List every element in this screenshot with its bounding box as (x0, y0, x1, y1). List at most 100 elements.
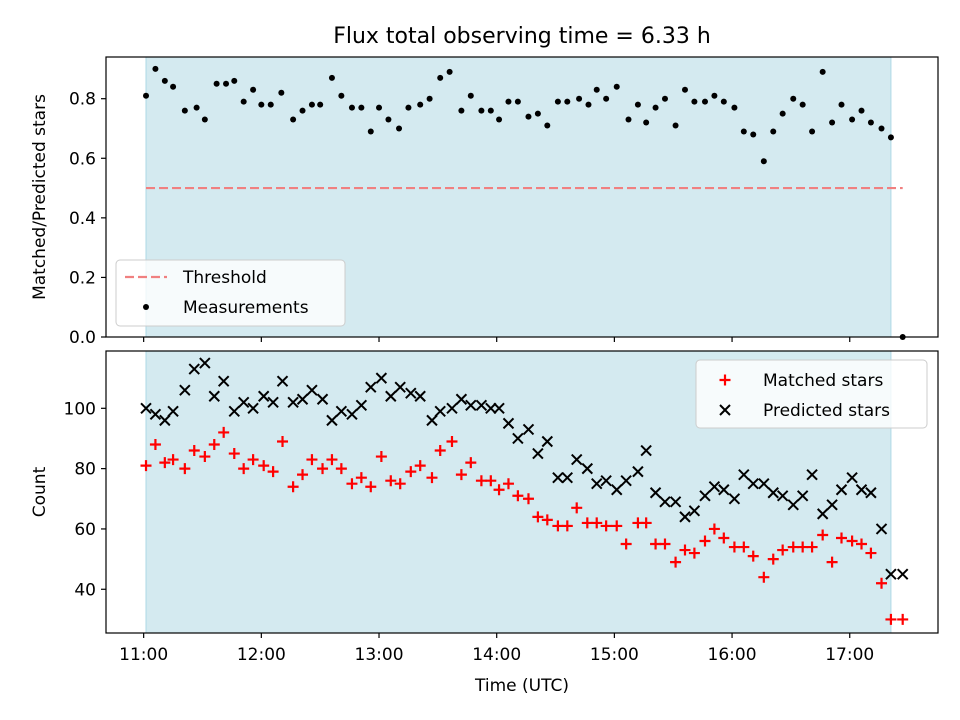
matched-stars-point (375, 451, 387, 463)
predicted-stars-point (326, 414, 338, 427)
predicted-stars-point (306, 384, 318, 396)
x-tick-label: 17:00 (825, 645, 874, 665)
predicted-stars-point (446, 402, 458, 415)
predicted-stars-point (257, 390, 270, 402)
predicted-stars-point (188, 363, 200, 375)
matched-stars-point (512, 490, 524, 502)
predicted-stars-point (835, 484, 848, 496)
predicted-stars-point (159, 414, 171, 427)
measurement-point (152, 65, 159, 72)
measurement-point (711, 92, 718, 99)
measurement-point (143, 92, 150, 99)
measurement-point (858, 107, 865, 114)
measurement-point (819, 68, 826, 75)
matched-stars-point (718, 532, 730, 544)
y-axis-label: Matched/Predicted stars (30, 94, 50, 300)
matched-stars-point (188, 445, 200, 457)
y-tick-label: 0.4 (69, 209, 96, 229)
measurement-point (603, 95, 610, 102)
measurement-point (731, 104, 738, 111)
measurement-point (770, 128, 777, 135)
axes-frame (105, 350, 939, 634)
measurement-point (750, 131, 757, 138)
matched-stars-point (179, 463, 191, 475)
matched-stars-point (699, 535, 711, 547)
predicted-stars-point (826, 499, 838, 511)
predicted-stars-point (316, 393, 329, 405)
x-tick-label: 13:00 (355, 645, 404, 665)
matched-stars-point (856, 538, 868, 550)
matched-stars-point (885, 613, 897, 625)
matched-stars-point (346, 478, 358, 490)
matched-stars-point (826, 556, 838, 568)
matched-stars-point (167, 454, 179, 466)
y-tick-label: 0.0 (69, 328, 96, 348)
matched-stars-point (876, 577, 888, 589)
predicted-stars-point (541, 435, 554, 448)
measurement-point (672, 122, 679, 129)
measurement-point (201, 116, 208, 123)
predicted-stars-point (276, 375, 289, 387)
matched-stars-point (218, 426, 230, 438)
measurement-point (799, 101, 806, 108)
measurement-point (496, 116, 503, 123)
legend-threshold-label: Threshold (182, 268, 267, 288)
measurement-point (367, 128, 374, 135)
predicted-stars-point (385, 390, 397, 402)
matched-stars-point (532, 511, 544, 523)
measurement-point (634, 101, 641, 108)
matched-stars-point (797, 541, 809, 553)
measurement-point (838, 101, 845, 108)
legend-box (115, 259, 346, 327)
measurement-point (534, 110, 541, 117)
matched-stars-point (758, 571, 770, 583)
matched-stars-point (434, 445, 446, 457)
predicted-stars-point (767, 487, 779, 499)
measurement-point (467, 92, 474, 99)
matched-stars-point (277, 435, 289, 447)
predicted-stars-point (787, 499, 799, 511)
predicted-stars-point (140, 402, 152, 415)
x-tick-label: 16:00 (708, 645, 757, 665)
predicted-stars-point (414, 390, 426, 402)
predicted-stars-point (640, 444, 652, 457)
matched-stars-point (326, 454, 338, 466)
matched-stars-point (287, 481, 299, 493)
matched-stars-point (446, 435, 458, 447)
matched-stars-point (640, 517, 652, 529)
predicted-stars-point (896, 568, 909, 580)
axes-frame (105, 56, 939, 338)
matched-stars-point (679, 544, 691, 556)
predicted-stars-point (465, 399, 477, 411)
matched-stars-point (140, 460, 152, 472)
matched-stars-point (561, 520, 573, 532)
x-tick-label: 11:00 (119, 645, 168, 665)
measurement-point (720, 98, 727, 105)
predicted-stars-point (426, 414, 438, 427)
matched-stars-point (747, 550, 759, 562)
y-tick-label: 40 (74, 580, 96, 600)
predicted-stars-point (776, 490, 789, 502)
measurement-point (458, 107, 465, 114)
measurement-point (790, 95, 797, 102)
matched-stars-point (414, 460, 426, 472)
measurement-point (505, 98, 512, 105)
measurement-point (193, 104, 200, 111)
predicted-stars-point (669, 496, 682, 508)
predicted-stars-point (747, 477, 759, 490)
predicted-stars-point (247, 402, 259, 415)
measurement-point (299, 107, 306, 114)
matched-stars-point (502, 478, 514, 490)
measurement-point (760, 158, 767, 165)
x-axis-label: Time (UTC) (474, 676, 569, 696)
measurement-point (544, 122, 551, 129)
measurement-point (213, 80, 220, 87)
matched-stars-point (571, 502, 583, 514)
legend-predicted-label: Predicted stars (763, 401, 890, 421)
legend: Threshold Measurements (115, 259, 346, 327)
measurement-point (446, 68, 453, 75)
matched-stars-point (306, 454, 318, 466)
matched-stars-point (522, 493, 534, 505)
predicted-stars-point (375, 372, 388, 384)
